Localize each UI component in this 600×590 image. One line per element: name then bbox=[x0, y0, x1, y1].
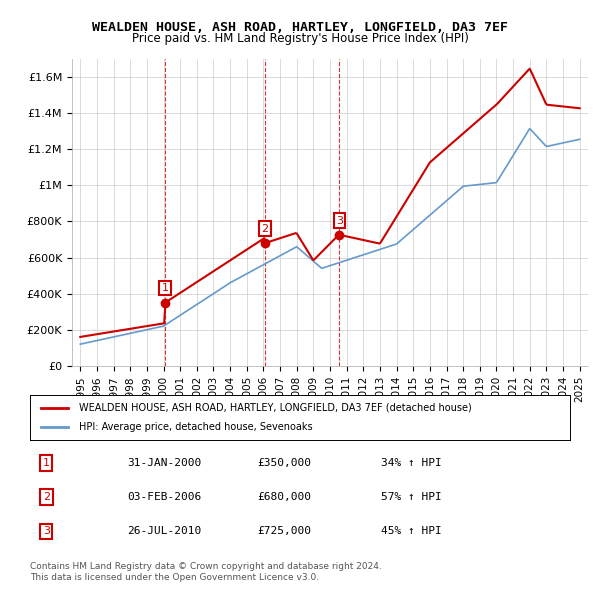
Text: This data is licensed under the Open Government Licence v3.0.: This data is licensed under the Open Gov… bbox=[30, 573, 319, 582]
Text: 26-JUL-2010: 26-JUL-2010 bbox=[127, 526, 202, 536]
Text: 57% ↑ HPI: 57% ↑ HPI bbox=[381, 492, 442, 502]
Text: 1: 1 bbox=[43, 458, 50, 468]
Text: 2: 2 bbox=[43, 492, 50, 502]
Text: 2: 2 bbox=[262, 224, 268, 234]
Text: HPI: Average price, detached house, Sevenoaks: HPI: Average price, detached house, Seve… bbox=[79, 422, 312, 432]
Text: £725,000: £725,000 bbox=[257, 526, 311, 536]
Text: WEALDEN HOUSE, ASH ROAD, HARTLEY, LONGFIELD, DA3 7EF: WEALDEN HOUSE, ASH ROAD, HARTLEY, LONGFI… bbox=[92, 21, 508, 34]
Text: 1: 1 bbox=[161, 283, 169, 293]
Text: 31-JAN-2000: 31-JAN-2000 bbox=[127, 458, 202, 468]
Text: Contains HM Land Registry data © Crown copyright and database right 2024.: Contains HM Land Registry data © Crown c… bbox=[30, 562, 382, 571]
Text: Price paid vs. HM Land Registry's House Price Index (HPI): Price paid vs. HM Land Registry's House … bbox=[131, 32, 469, 45]
Text: 45% ↑ HPI: 45% ↑ HPI bbox=[381, 526, 442, 536]
Text: 3: 3 bbox=[336, 215, 343, 225]
Text: WEALDEN HOUSE, ASH ROAD, HARTLEY, LONGFIELD, DA3 7EF (detached house): WEALDEN HOUSE, ASH ROAD, HARTLEY, LONGFI… bbox=[79, 403, 472, 412]
Text: 34% ↑ HPI: 34% ↑ HPI bbox=[381, 458, 442, 468]
Text: £350,000: £350,000 bbox=[257, 458, 311, 468]
Text: 3: 3 bbox=[43, 526, 50, 536]
Text: 03-FEB-2006: 03-FEB-2006 bbox=[127, 492, 202, 502]
Text: £680,000: £680,000 bbox=[257, 492, 311, 502]
